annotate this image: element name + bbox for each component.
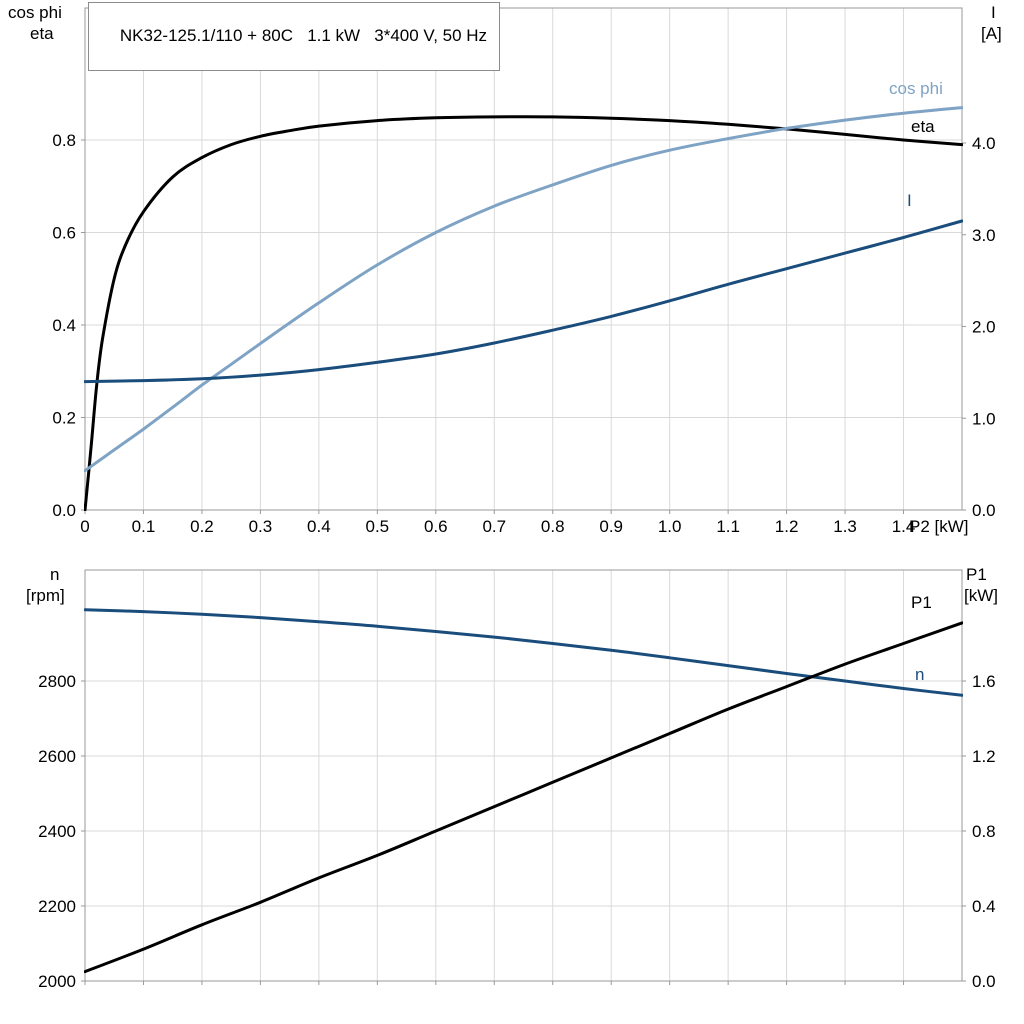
bottom-right-axis-label-kw: [kW] bbox=[964, 586, 998, 605]
x-tick-label: 0.4 bbox=[307, 517, 331, 536]
x-tick-label: 0.9 bbox=[599, 517, 623, 536]
series-group bbox=[84, 106, 963, 511]
left-tick-label: 0.8 bbox=[52, 131, 76, 150]
x-tick-label: 0.6 bbox=[424, 517, 448, 536]
curve-label-cos-phi: cos phi bbox=[889, 79, 943, 98]
left-tick-label: 2200 bbox=[38, 897, 76, 916]
left-tick-label: 2800 bbox=[38, 672, 76, 691]
bottom-left-axis-label-rpm: [rpm] bbox=[26, 586, 65, 605]
x-tick-label: 0 bbox=[80, 517, 89, 536]
right-tick-label: 1.6 bbox=[972, 672, 996, 691]
bottom-left-axis-label-n: n bbox=[50, 565, 60, 584]
left-tick-label: 2000 bbox=[38, 972, 76, 991]
x-axis-unit-label: P2 [kW] bbox=[909, 517, 969, 536]
x-tick-label: 0.7 bbox=[482, 517, 506, 536]
curve-eta bbox=[84, 115, 963, 511]
x-tick-label: 1.3 bbox=[833, 517, 857, 536]
series-group bbox=[84, 608, 963, 974]
bottom-right-axis-label-p1: P1 bbox=[966, 565, 987, 584]
top-right-axis-label-amp: [A] bbox=[981, 24, 1002, 43]
top-left-axis-label-cosphi: cos phi bbox=[8, 3, 62, 22]
right-tick-label: 1.2 bbox=[972, 747, 996, 766]
right-tick-label: 3.0 bbox=[972, 226, 996, 245]
right-tick-label: 1.0 bbox=[972, 409, 996, 428]
right-tick-label: 0.8 bbox=[972, 822, 996, 841]
x-tick-label: 0.1 bbox=[132, 517, 156, 536]
curve-label-eta: eta bbox=[911, 117, 935, 136]
plot-frame bbox=[84, 569, 963, 982]
right-tick-label: 0.0 bbox=[972, 972, 996, 991]
curve-label-p1: P1 bbox=[911, 593, 932, 612]
left-tick-label: 0.0 bbox=[52, 501, 76, 520]
left-tick-label: 0.6 bbox=[52, 223, 76, 242]
x-tick-label: 0.8 bbox=[541, 517, 565, 536]
curve-p1 bbox=[84, 621, 963, 974]
x-tick-label: 0.5 bbox=[366, 517, 390, 536]
chart-title: NK32-125.1/110 + 80C 1.1 kW 3*400 V, 50 … bbox=[119, 26, 488, 45]
plot-frame bbox=[84, 7, 963, 511]
chart-title-box: NK32-125.1/110 + 80C 1.1 kW 3*400 V, 50 … bbox=[88, 2, 501, 71]
x-tick-label: 1.1 bbox=[716, 517, 740, 536]
right-tick-label: 0.0 bbox=[972, 501, 996, 520]
curve-label-n: n bbox=[915, 665, 925, 684]
top-right-axis-label-i: I bbox=[991, 3, 996, 22]
curve-cos-phi bbox=[84, 106, 963, 473]
top-left-axis-label-eta: eta bbox=[30, 24, 54, 43]
curve-i bbox=[84, 219, 963, 384]
left-tick-label: 0.2 bbox=[52, 408, 76, 427]
x-tick-label: 1.0 bbox=[658, 517, 682, 536]
x-tick-label: 0.3 bbox=[249, 517, 273, 536]
left-tick-label: 2600 bbox=[38, 747, 76, 766]
curve-n bbox=[84, 608, 963, 697]
left-tick-label: 2400 bbox=[38, 822, 76, 841]
x-tick-label: 1.2 bbox=[775, 517, 799, 536]
left-tick-label: 0.4 bbox=[52, 316, 76, 335]
right-tick-label: 2.0 bbox=[972, 318, 996, 337]
curve-label-current: I bbox=[907, 191, 912, 210]
x-tick-label: 1.4 bbox=[892, 517, 916, 536]
right-tick-label: 0.4 bbox=[972, 897, 996, 916]
x-tick-label: 0.2 bbox=[190, 517, 214, 536]
right-tick-label: 4.0 bbox=[972, 134, 996, 153]
